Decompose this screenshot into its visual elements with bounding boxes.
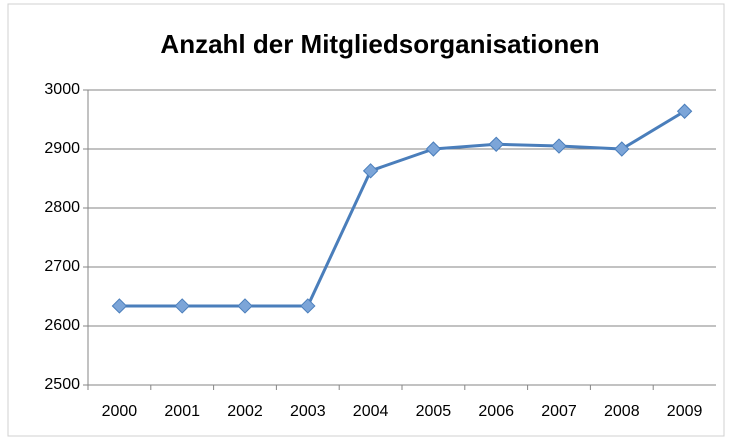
data-point — [614, 141, 630, 157]
x-tick-label: 2003 — [290, 403, 326, 420]
x-tick-label: 2002 — [227, 403, 263, 420]
x-tick-label: 2008 — [604, 403, 640, 420]
data-point — [551, 138, 567, 154]
y-tick-label: 2700 — [44, 258, 80, 275]
x-tick-label: 2004 — [353, 403, 389, 420]
chart-frame — [7, 3, 725, 437]
chart-title: Anzahl der Mitgliedsorganisationen — [160, 29, 599, 59]
series-line — [119, 109, 686, 308]
data-point — [111, 298, 128, 314]
y-tick-label: 2600 — [44, 317, 80, 334]
y-tick-label: 3000 — [44, 81, 80, 98]
data-point — [676, 103, 693, 119]
data-point — [237, 298, 253, 314]
x-tick-label: 2005 — [416, 403, 452, 420]
data-point — [300, 298, 316, 314]
x-tick-label: 2000 — [102, 403, 138, 420]
x-tick-label: 2007 — [541, 403, 577, 420]
data-point — [488, 136, 504, 152]
y-tick-label: 2800 — [44, 199, 80, 216]
x-tick-label: 2006 — [478, 403, 514, 420]
y-tick-label: 2500 — [44, 376, 80, 393]
data-point — [362, 163, 379, 179]
x-tick-label: 2001 — [164, 403, 200, 420]
data-point — [174, 298, 190, 314]
data-point — [425, 141, 442, 157]
x-tick-label: 2009 — [667, 403, 703, 420]
y-tick-label: 2900 — [44, 140, 80, 157]
